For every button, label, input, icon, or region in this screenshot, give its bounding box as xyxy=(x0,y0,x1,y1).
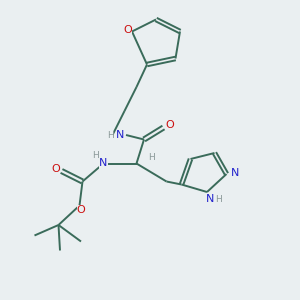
Text: H: H xyxy=(215,195,222,204)
Text: O: O xyxy=(123,25,132,35)
Text: N: N xyxy=(99,158,108,169)
Text: O: O xyxy=(76,205,85,215)
Text: H: H xyxy=(148,153,155,162)
Text: H: H xyxy=(107,130,113,140)
Text: N: N xyxy=(116,130,124,140)
Text: O: O xyxy=(51,164,60,175)
Text: H: H xyxy=(93,151,99,160)
Text: O: O xyxy=(166,120,175,130)
Text: N: N xyxy=(206,194,214,205)
Text: N: N xyxy=(231,167,240,178)
